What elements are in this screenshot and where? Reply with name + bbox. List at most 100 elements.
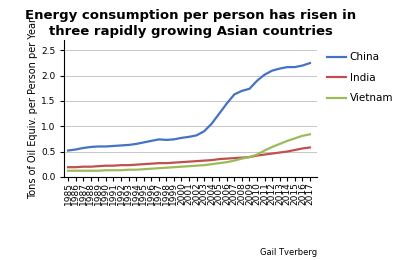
Line: India: India <box>68 147 310 167</box>
Vietnam <box>270 145 275 148</box>
India <box>270 152 275 155</box>
India <box>96 165 101 168</box>
China <box>262 73 267 76</box>
China <box>239 89 244 92</box>
Vietnam <box>209 162 214 166</box>
Vietnam <box>66 169 71 172</box>
China <box>217 112 222 115</box>
Vietnam <box>308 133 312 136</box>
India <box>232 157 237 160</box>
Vietnam <box>171 166 176 169</box>
India <box>247 155 252 159</box>
India <box>134 163 139 166</box>
China <box>66 149 71 152</box>
China <box>156 138 161 141</box>
India <box>239 156 244 159</box>
Line: China: China <box>68 63 310 151</box>
China <box>308 62 312 65</box>
China <box>300 64 305 67</box>
Vietnam <box>96 169 101 172</box>
India <box>262 153 267 156</box>
China <box>285 66 290 69</box>
Vietnam <box>88 169 93 172</box>
China <box>277 67 282 70</box>
China <box>292 66 297 69</box>
India <box>186 160 191 163</box>
India <box>277 151 282 154</box>
China <box>126 143 131 146</box>
China <box>164 138 169 141</box>
China <box>96 145 101 148</box>
China <box>111 144 116 147</box>
India <box>81 165 86 168</box>
Y-axis label: Tons of Oil Equiv. per Person per Year: Tons of Oil Equiv. per Person per Year <box>28 18 38 199</box>
Line: Vietnam: Vietnam <box>68 134 310 171</box>
Vietnam <box>179 165 184 168</box>
China <box>88 145 93 148</box>
China <box>186 135 191 138</box>
China <box>247 87 252 90</box>
Vietnam <box>239 157 244 160</box>
Vietnam <box>103 169 108 172</box>
Vietnam <box>262 149 267 152</box>
Vietnam <box>111 169 116 172</box>
China <box>209 122 214 125</box>
Vietnam <box>164 166 169 169</box>
China <box>103 145 108 148</box>
India <box>164 161 169 165</box>
China <box>119 144 124 147</box>
India <box>308 146 312 149</box>
India <box>119 164 124 167</box>
India <box>73 166 78 169</box>
India <box>156 161 161 165</box>
Vietnam <box>277 142 282 146</box>
Vietnam <box>224 161 229 164</box>
Vietnam <box>300 134 305 137</box>
Title: Energy consumption per person has risen in
three rapidly growing Asian countries: Energy consumption per person has risen … <box>25 9 356 38</box>
Vietnam <box>141 168 146 171</box>
Vietnam <box>156 167 161 170</box>
India <box>300 147 305 150</box>
China <box>141 141 146 144</box>
India <box>254 154 259 157</box>
China <box>224 102 229 105</box>
Legend: China, India, Vietnam: China, India, Vietnam <box>323 48 398 107</box>
India <box>285 150 290 153</box>
China <box>73 148 78 151</box>
Vietnam <box>247 155 252 159</box>
India <box>111 164 116 167</box>
Vietnam <box>73 169 78 172</box>
China <box>171 138 176 141</box>
India <box>171 161 176 164</box>
India <box>202 159 207 162</box>
India <box>194 160 199 163</box>
Vietnam <box>126 168 131 171</box>
Vietnam <box>149 167 154 170</box>
Vietnam <box>134 168 139 171</box>
India <box>88 165 93 168</box>
Vietnam <box>194 164 199 167</box>
China <box>179 136 184 139</box>
India <box>179 161 184 164</box>
China <box>194 134 199 137</box>
China <box>81 146 86 150</box>
India <box>66 166 71 169</box>
India <box>126 164 131 167</box>
Vietnam <box>119 169 124 172</box>
China <box>134 142 139 146</box>
Vietnam <box>285 139 290 142</box>
Vietnam <box>232 159 237 162</box>
Vietnam <box>254 153 259 156</box>
India <box>103 164 108 167</box>
Vietnam <box>292 137 297 140</box>
China <box>202 130 207 133</box>
Vietnam <box>217 161 222 165</box>
China <box>270 69 275 72</box>
China <box>254 79 259 82</box>
Text: Gail Tverberg: Gail Tverberg <box>260 248 317 257</box>
Vietnam <box>186 165 191 168</box>
India <box>217 158 222 161</box>
India <box>292 148 297 152</box>
India <box>209 159 214 162</box>
Vietnam <box>81 169 86 172</box>
